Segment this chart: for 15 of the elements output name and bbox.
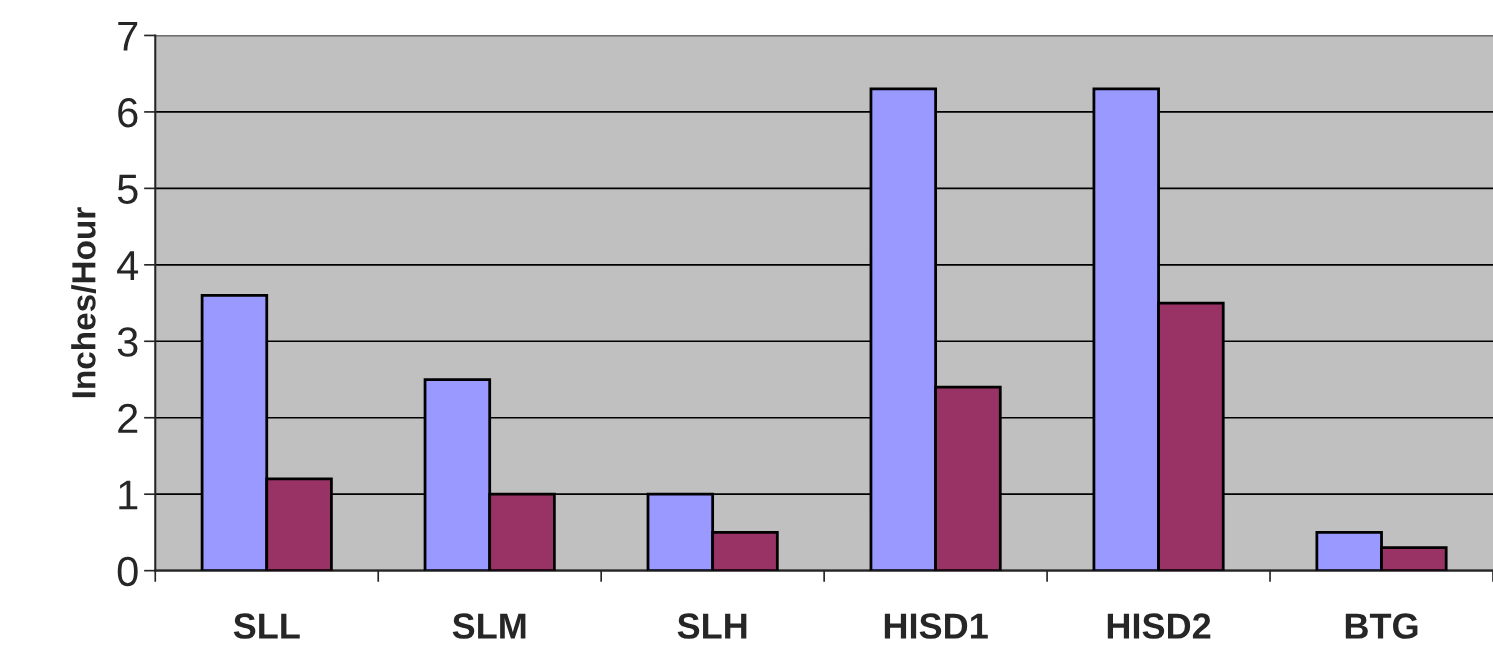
y-axis-title: Inches/Hour (71, 207, 96, 398)
y-tick-label: 5 (117, 174, 138, 204)
y-tick-label: 3 (117, 327, 138, 357)
y-tick-label: 7 (118, 21, 138, 51)
y-tick-label: 1 (119, 480, 138, 510)
y-tick-label: 4 (117, 251, 139, 280)
y-tick-label: 6 (118, 97, 138, 128)
y-tick-label: 0 (117, 556, 138, 587)
x-tick-label: SLH (677, 613, 747, 639)
x-tick-label: HISD2 (1107, 613, 1211, 639)
x-tick-label: SLL (233, 613, 300, 639)
x-tick-label: HISD1 (884, 613, 988, 639)
x-tick-label: SLM (452, 613, 526, 639)
x-tick-label: BTG (1345, 613, 1418, 639)
y-tick-label: 2 (118, 403, 138, 433)
